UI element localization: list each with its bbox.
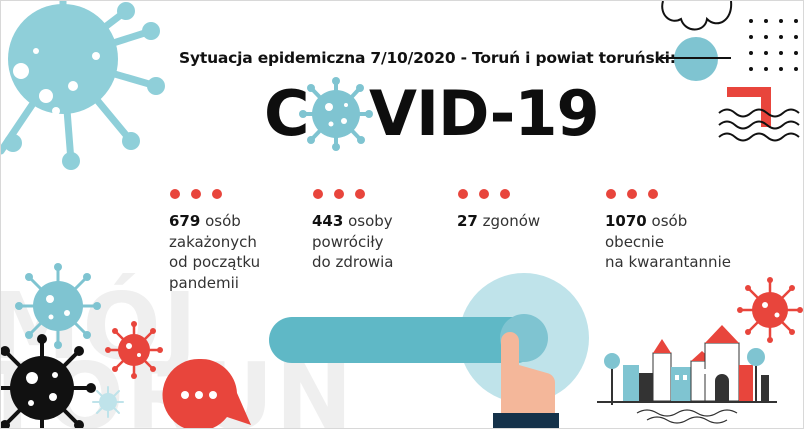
chat-bubble-icon <box>162 358 251 428</box>
virus-icon <box>15 263 101 349</box>
decor-top-right-icon <box>661 1 800 142</box>
stat-text: obecnie <box>605 232 665 251</box>
stat-block-infected: 679 osób zakażonych od początku pandemii <box>169 187 260 293</box>
pointing-hand-icon <box>493 332 559 428</box>
slider-illustration <box>269 273 589 428</box>
stat-text: osób <box>651 212 688 230</box>
title-rest: VID-19 <box>369 77 600 150</box>
stat-number: 1070 <box>605 212 647 230</box>
virus-icon <box>105 321 163 379</box>
stat-text: osoby <box>348 212 393 230</box>
stat-number: 27 <box>457 212 478 230</box>
dots-icon <box>170 189 222 199</box>
virus-icon <box>1 1 165 170</box>
stat-block-quarantine: 1070 osób obecnie na kwarantannie <box>605 187 731 273</box>
stat-text: pandemii <box>169 273 239 292</box>
stat-text: osób <box>205 212 241 230</box>
city-skyline-icon <box>597 325 777 424</box>
stat-text: powróciły <box>312 232 384 251</box>
dots-icon <box>606 189 658 199</box>
stat-text: na kwarantannie <box>605 253 731 271</box>
virus-icon <box>737 277 803 343</box>
virus-o-icon <box>299 77 373 151</box>
stat-number: 443 <box>312 212 344 230</box>
stat-text: od początku <box>169 253 261 271</box>
dots-icon <box>458 189 510 199</box>
virus-icon <box>92 386 124 418</box>
stat-text: do zdrowia <box>312 253 394 271</box>
stat-text: zakażonych <box>169 232 257 251</box>
subtitle: Sytuacja epidemiczna 7/10/2020 - Toruń i… <box>179 49 676 67</box>
virus-icon <box>1 334 96 428</box>
stat-block-recovered: 443 osoby powróciły do zdrowia <box>312 187 394 273</box>
stat-number: 679 <box>169 212 201 230</box>
stat-text: zgonów <box>482 212 541 230</box>
dots-icon <box>313 189 365 199</box>
stat-block-deaths: 27 zgonów <box>457 187 540 232</box>
